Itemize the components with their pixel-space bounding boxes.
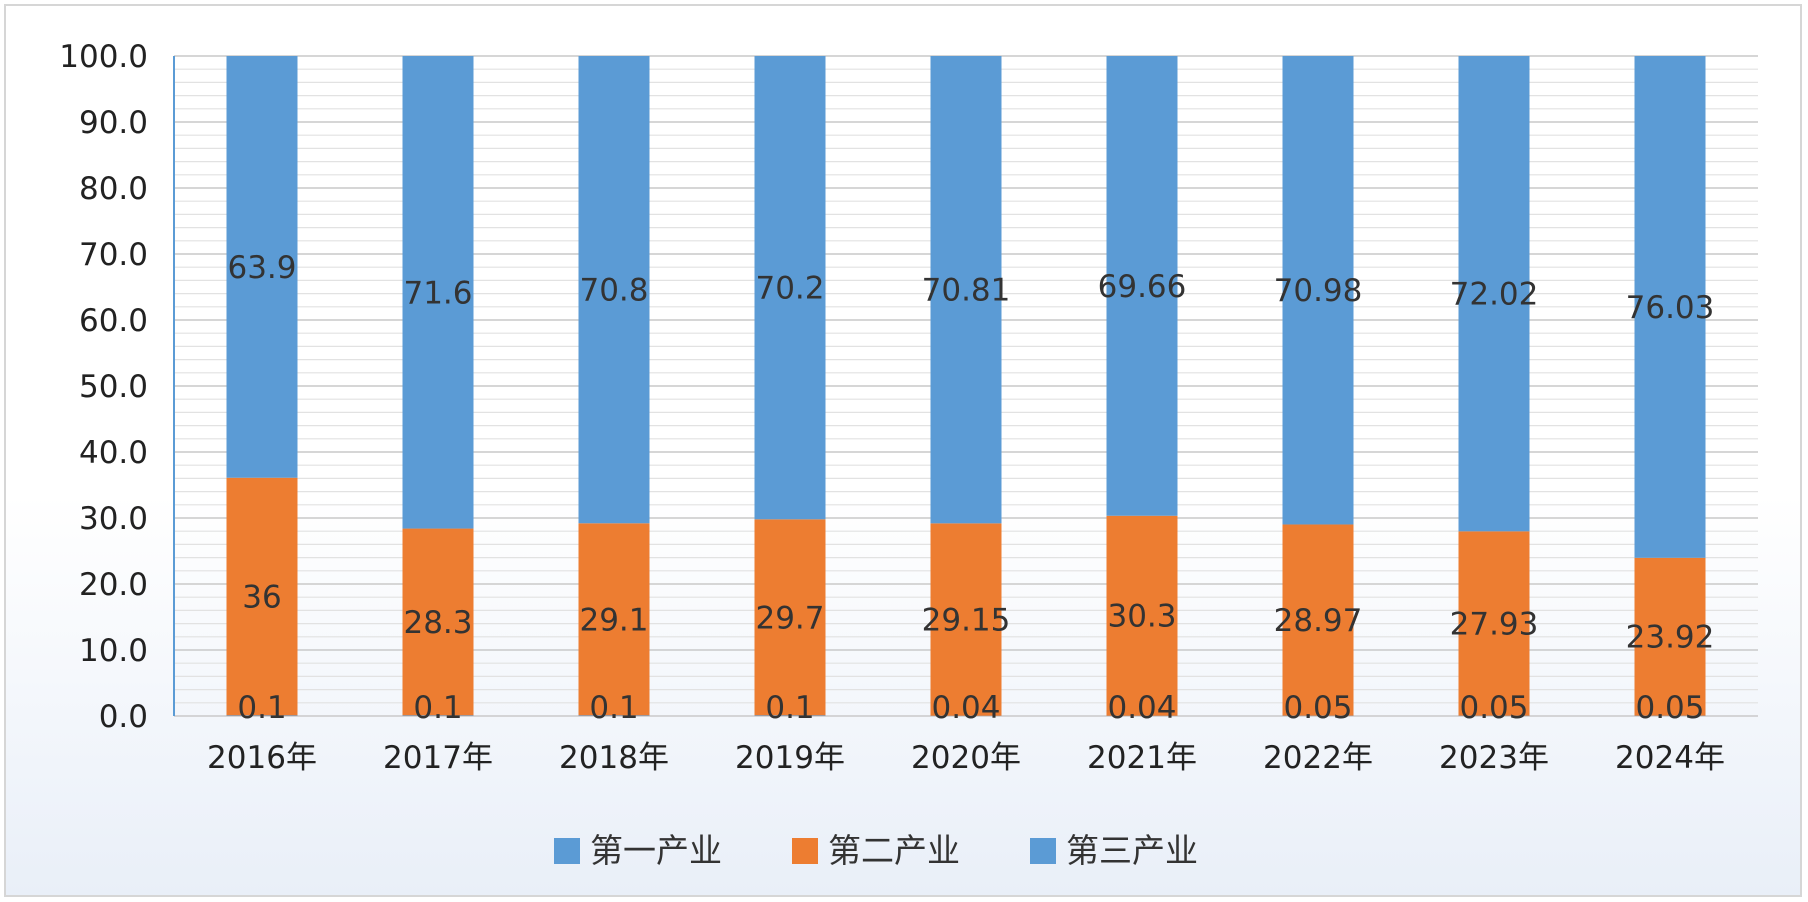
data-label: 0.1 <box>237 690 286 726</box>
y-tick-label: 0.0 <box>99 699 148 735</box>
data-label: 70.81 <box>922 273 1011 309</box>
bar-segment <box>226 477 298 716</box>
x-tick-label: 2020年 <box>911 740 1021 776</box>
bar-segment <box>930 523 1002 716</box>
bar-segment <box>578 56 650 524</box>
data-label: 0.05 <box>1459 690 1528 726</box>
y-tick-label: 50.0 <box>79 369 148 405</box>
bar-segment <box>402 528 474 716</box>
y-tick-label: 80.0 <box>79 171 148 207</box>
data-label: 29.7 <box>755 600 824 636</box>
bar-segment <box>754 56 826 520</box>
bar-segment <box>1282 524 1354 716</box>
y-tick-label: 30.0 <box>79 501 148 537</box>
stacked-bar-chart: 0.0 10.0 20.0 30.0 40.0 50.0 60.0 70.0 80.0 90.0 1… <box>59 39 1758 870</box>
x-tick-label: 2022年 <box>1263 740 1373 776</box>
bar-segment <box>578 523 650 716</box>
x-tick-label: 2016年 <box>207 740 317 776</box>
data-label: 36 <box>242 580 281 616</box>
data-label: 70.2 <box>755 271 824 307</box>
data-label: 71.6 <box>403 275 472 311</box>
x-tick-label: 2023年 <box>1439 740 1549 776</box>
data-labels: 0.1 36 63.9 0.1 28.3 71.6 0.1 29.1 70.8 0.1 29.7 70… <box>227 250 1714 726</box>
x-tick-label: 2019年 <box>735 740 845 776</box>
axes: 0.0 10.0 20.0 30.0 40.0 50.0 60.0 70.0 80.0 90.0 1… <box>59 39 1725 776</box>
legend-label: 第三产业 <box>1066 831 1198 870</box>
data-label: 0.1 <box>765 690 814 726</box>
bar-segment <box>754 715 826 716</box>
data-label: 63.9 <box>227 250 296 286</box>
data-label: 70.98 <box>1274 273 1363 309</box>
bar-segment <box>226 715 298 716</box>
bar-segment <box>1106 56 1178 516</box>
legend-swatch <box>1030 838 1056 864</box>
bar-segment <box>1458 531 1530 716</box>
data-label: 0.1 <box>589 690 638 726</box>
legend-swatch <box>792 838 818 864</box>
data-label: 0.04 <box>1107 690 1176 726</box>
data-label: 29.15 <box>922 603 1011 639</box>
bar-segment <box>1106 515 1178 716</box>
data-label: 0.1 <box>413 690 462 726</box>
bar-segment <box>402 715 474 716</box>
data-label: 76.03 <box>1626 290 1715 326</box>
bar-segment <box>1458 56 1530 532</box>
bar-segment <box>226 56 298 478</box>
data-label: 0.05 <box>1635 690 1704 726</box>
data-label: 72.02 <box>1450 277 1539 313</box>
bars <box>226 56 1706 716</box>
legend-swatch <box>554 838 580 864</box>
data-label: 0.04 <box>931 690 1000 726</box>
y-tick-label: 10.0 <box>79 633 148 669</box>
chart-frame: 0.0 10.0 20.0 30.0 40.0 50.0 60.0 70.0 80.0 90.0 1… <box>4 4 1802 897</box>
data-label: 69.66 <box>1098 269 1187 305</box>
bar-segment <box>1634 557 1706 716</box>
y-tick-label: 20.0 <box>79 567 148 603</box>
data-label: 28.97 <box>1274 603 1363 639</box>
y-tick-label: 60.0 <box>79 303 148 339</box>
legend-label: 第二产业 <box>828 831 960 870</box>
x-tick-label: 2018年 <box>559 740 669 776</box>
legend: 第一产业 第二产业 第三产业 <box>554 831 1198 870</box>
data-label: 0.05 <box>1283 690 1352 726</box>
legend-label: 第一产业 <box>590 831 722 870</box>
x-tick-label: 2024年 <box>1615 740 1725 776</box>
x-tick-label: 2017年 <box>383 740 493 776</box>
bar-segment <box>1282 56 1354 525</box>
data-label: 70.8 <box>579 273 648 309</box>
y-tick-label: 90.0 <box>79 105 148 141</box>
bar-segment <box>578 715 650 716</box>
data-label: 23.92 <box>1626 620 1715 656</box>
y-tick-label: 40.0 <box>79 435 148 471</box>
y-tick-label: 100.0 <box>59 39 148 75</box>
data-label: 30.3 <box>1107 599 1176 635</box>
data-label: 29.1 <box>579 602 648 638</box>
bar-segment <box>402 56 474 529</box>
data-label: 27.93 <box>1450 607 1539 643</box>
y-tick-label: 70.0 <box>79 237 148 273</box>
bar-segment <box>930 56 1002 524</box>
x-tick-label: 2021年 <box>1087 740 1197 776</box>
bar-segment <box>1634 56 1706 558</box>
bar-segment <box>754 519 826 716</box>
data-label: 28.3 <box>403 605 472 641</box>
